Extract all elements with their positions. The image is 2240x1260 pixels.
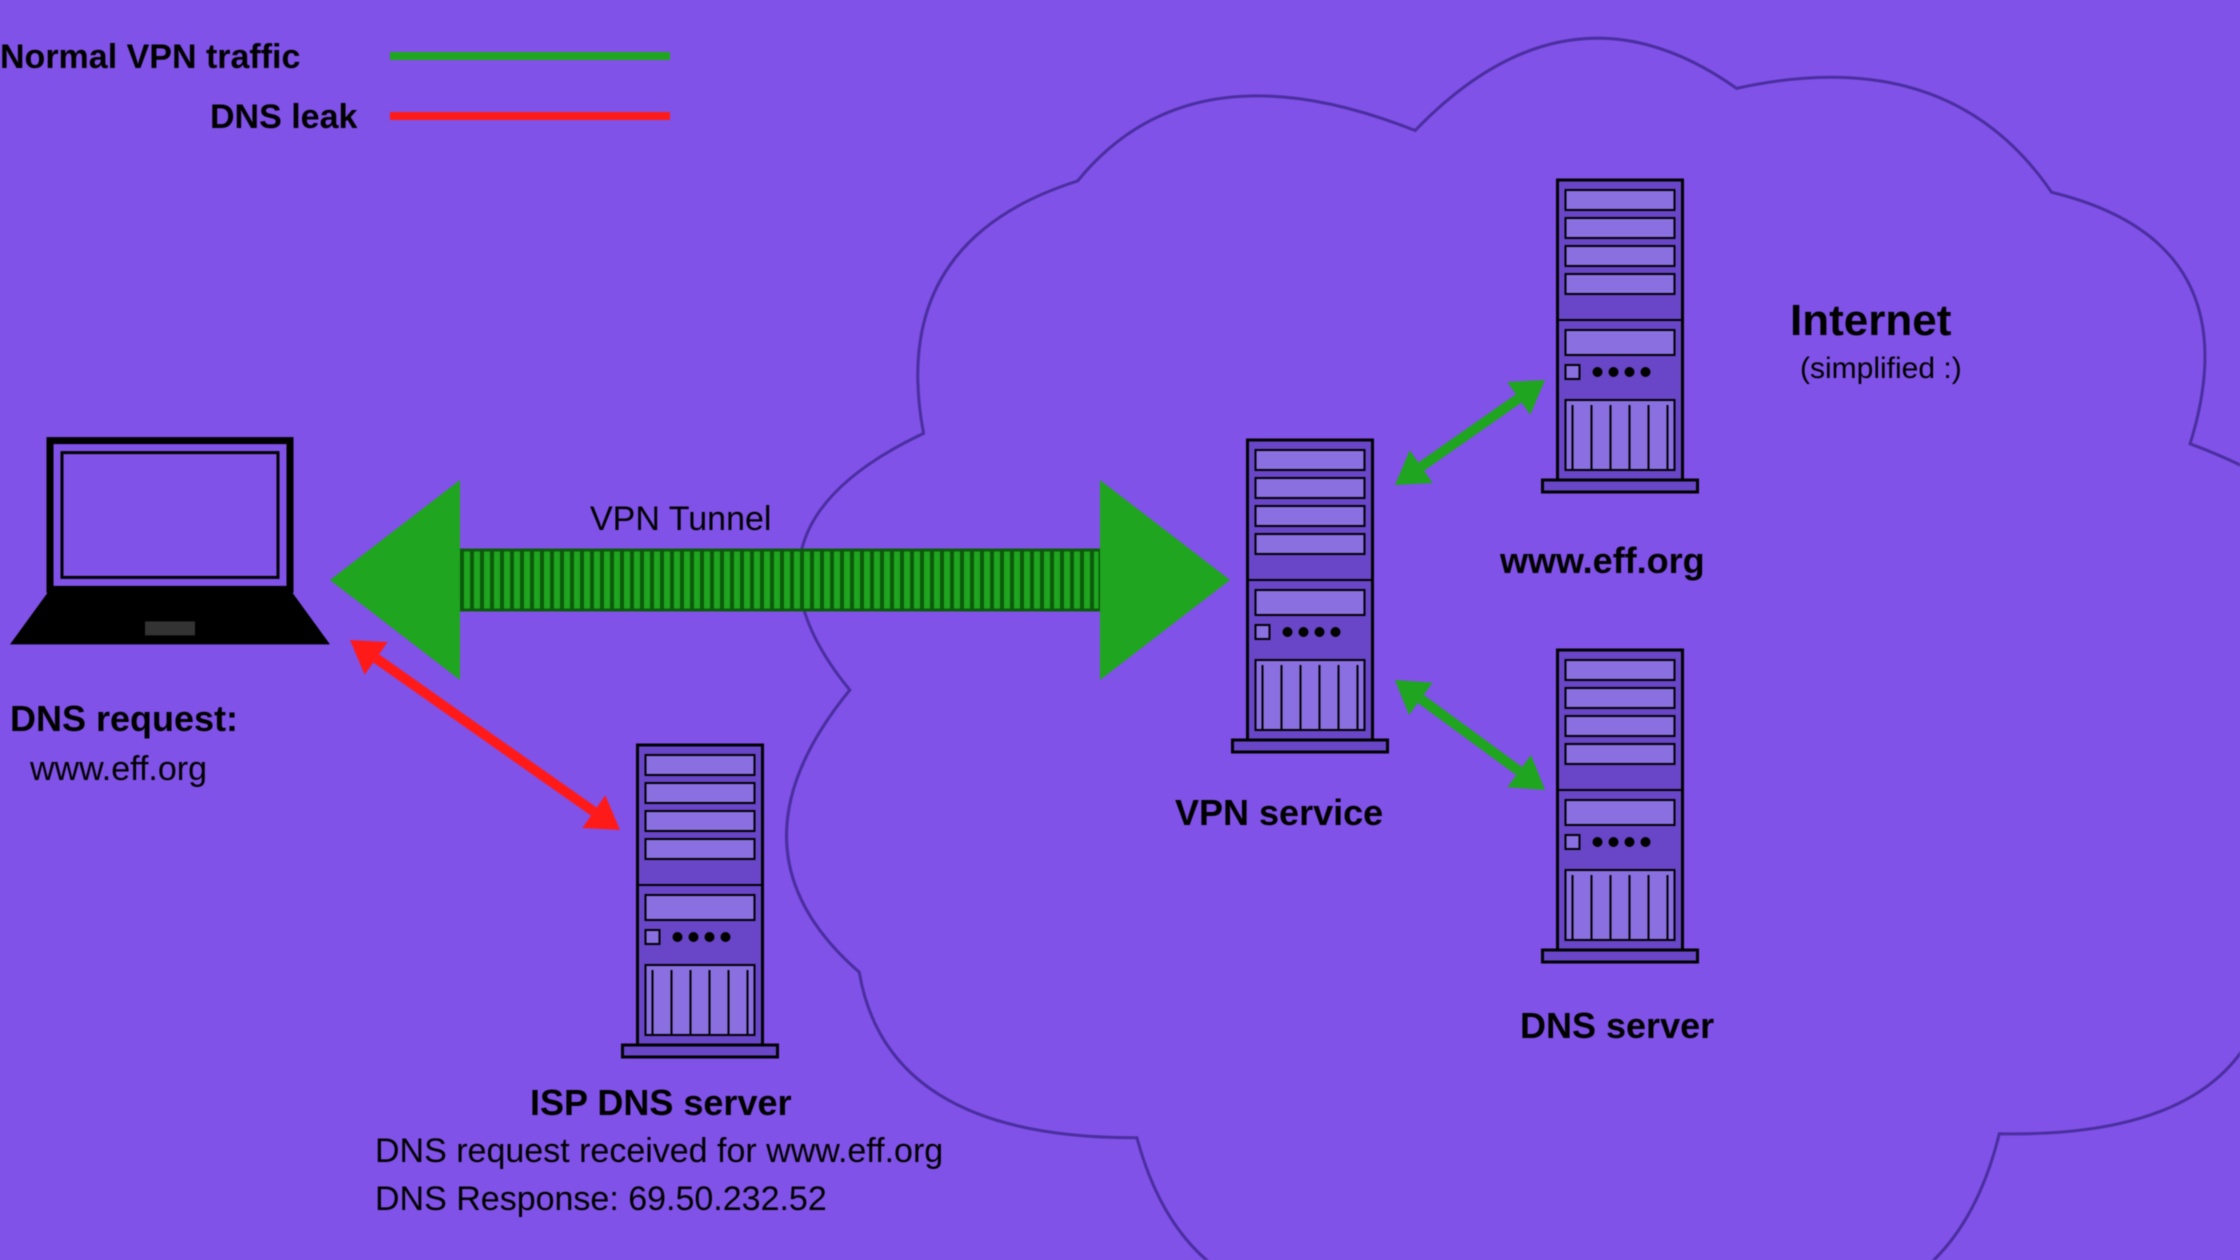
internet-cloud bbox=[787, 38, 2240, 1260]
dns-label: DNS server bbox=[1520, 1005, 1714, 1047]
isp-dns-server-icon bbox=[623, 745, 778, 1057]
isp-label: ISP DNS server bbox=[530, 1082, 792, 1124]
dns-leak-arrow bbox=[350, 640, 620, 830]
vpn-to-eff-arrow bbox=[1395, 380, 1545, 485]
vpn-to-dns-arrow bbox=[1395, 680, 1545, 790]
vpn-label: VPN service bbox=[1175, 792, 1383, 834]
internet-label: Internet bbox=[1790, 296, 1951, 346]
vpn-tunnel-label: VPN Tunnel bbox=[590, 500, 771, 539]
dns-server-icon bbox=[1543, 650, 1698, 962]
laptop-sublabel: www.eff.org bbox=[30, 750, 207, 789]
legend-leak-line bbox=[390, 112, 670, 120]
legend-vpn-label: Normal VPN traffic bbox=[0, 38, 300, 77]
eff-label: www.eff.org bbox=[1500, 540, 1705, 582]
eff-server-icon bbox=[1543, 180, 1698, 492]
isp-line2: DNS Response: 69.50.232.52 bbox=[375, 1180, 827, 1219]
diagram-canvas bbox=[0, 0, 2240, 1260]
laptop-icon bbox=[10, 441, 330, 645]
laptop-label: DNS request: bbox=[10, 698, 238, 740]
vpn-service-server-icon bbox=[1233, 440, 1388, 752]
legend-leak-label: DNS leak bbox=[210, 98, 357, 137]
internet-sublabel: (simplified :) bbox=[1800, 352, 1962, 386]
vpn-tunnel bbox=[330, 480, 1230, 680]
isp-line1: DNS request received for www.eff.org bbox=[375, 1132, 943, 1171]
legend-vpn-line bbox=[390, 52, 670, 60]
